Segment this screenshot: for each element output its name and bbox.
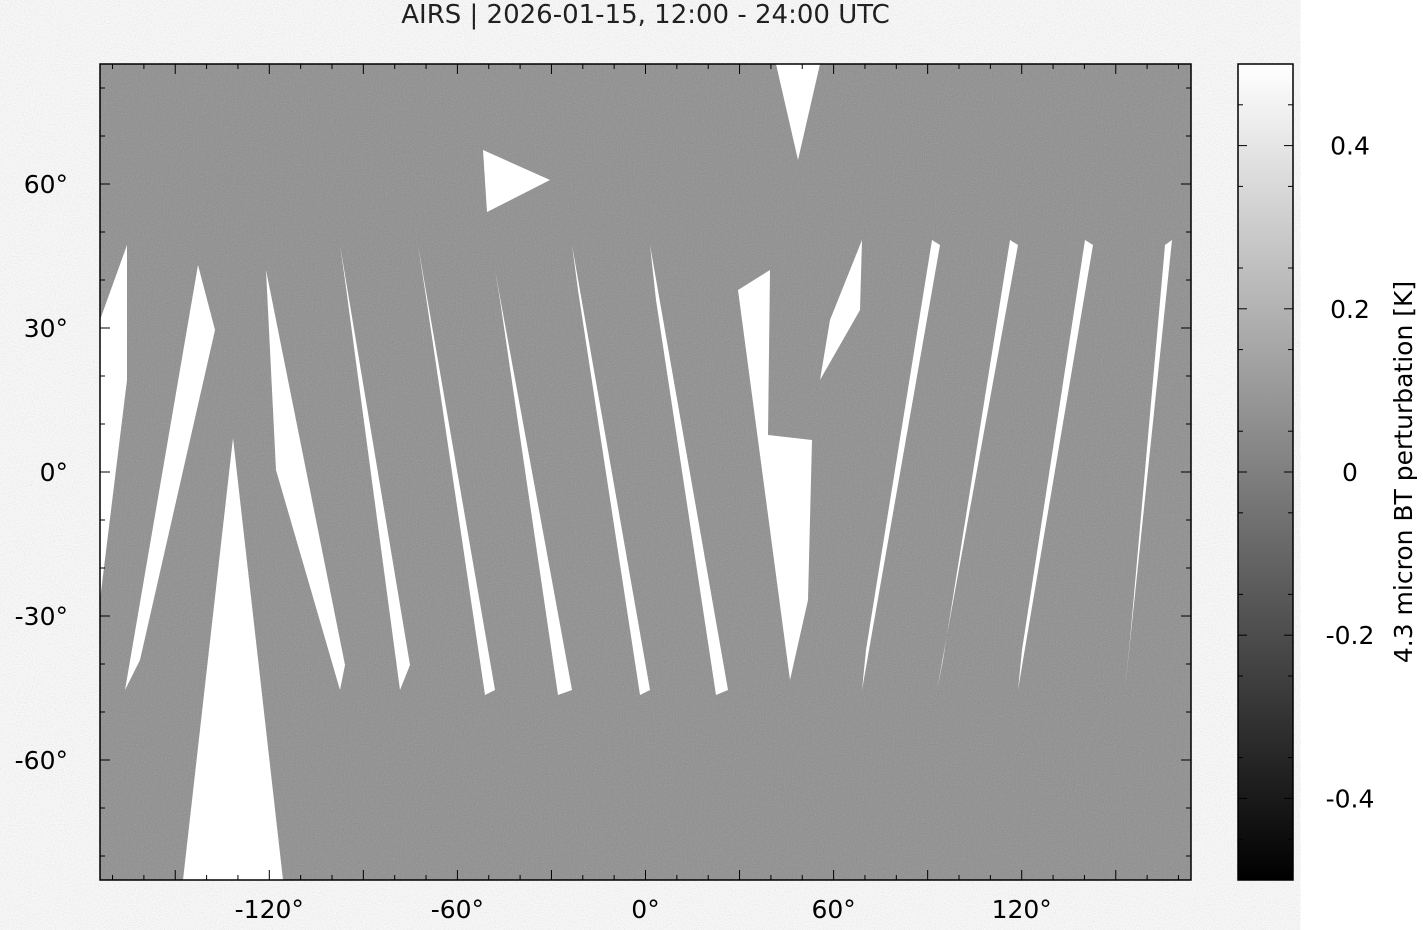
no-data-gap [495, 270, 572, 695]
colorbar-tick-label: -0.2 [1326, 621, 1375, 650]
no-data-gap [738, 270, 812, 680]
no-data-gap [572, 245, 650, 695]
no-data-gap [1125, 240, 1172, 690]
swath-gaps [100, 64, 1172, 880]
colorbar-tick-label: 0 [1342, 458, 1358, 487]
no-data-gap [937, 240, 1018, 690]
y-tick-label: 0° [40, 458, 68, 487]
no-data-gap [820, 240, 862, 380]
no-data-gap [1018, 240, 1093, 690]
y-tick-label: -60° [15, 746, 68, 775]
no-data-gap [340, 245, 410, 690]
no-data-gap [418, 245, 495, 695]
no-data-gap [125, 265, 215, 690]
no-data-gap [183, 438, 283, 880]
x-tick-label: -120° [235, 895, 304, 924]
no-data-gap [776, 64, 820, 160]
colorbar-label: 4.3 micron BT perturbation [K] [1389, 281, 1418, 663]
map-title: AIRS | 2026-01-15, 12:00 - 24:00 UTC [401, 0, 890, 30]
colorbar-tick-label: 0.4 [1330, 132, 1370, 161]
no-data-gap [483, 150, 550, 212]
no-data-gap [650, 245, 728, 695]
colorbar-tick-label: -0.4 [1326, 784, 1375, 813]
no-data-gap [862, 240, 940, 690]
y-tick-label: 60° [24, 170, 68, 199]
x-tick-label: 0° [631, 895, 659, 924]
x-tick-label: -60° [431, 895, 484, 924]
colorbar-tick-label: 0.2 [1330, 295, 1370, 324]
x-tick-label: 120° [992, 895, 1052, 924]
y-tick-label: 30° [24, 314, 68, 343]
no-data-gap [266, 270, 345, 690]
y-tick-label: -30° [15, 602, 68, 631]
no-data-gap [100, 245, 127, 600]
x-tick-label: 60° [811, 895, 855, 924]
colorbar [1237, 63, 1294, 881]
